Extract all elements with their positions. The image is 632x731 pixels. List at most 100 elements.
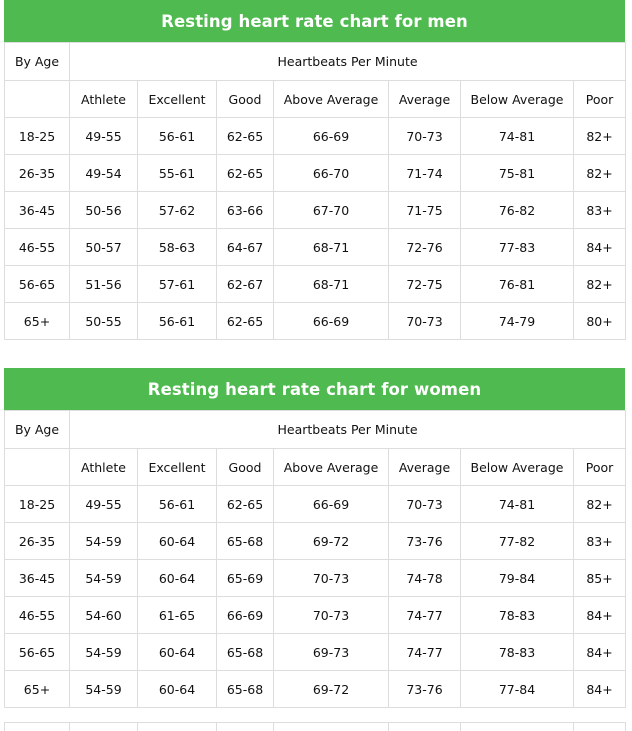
value-cell: 70-73 [389,303,461,340]
column-header: Excellent [138,449,217,486]
table-row: 46-55 50-57 58-63 64-67 68-71 72-76 77-8… [5,229,626,266]
value-cell: 73-76 [389,671,461,708]
value-cell: 62-65 [217,486,274,523]
value-cell: 65-68 [217,671,274,708]
column-header: Good [217,81,274,118]
value-cell: 77-84 [461,671,574,708]
table-row: 18-25 49-55 56-61 62-65 66-69 70-73 74-8… [5,118,626,155]
table-row: 36-45 54-59 60-64 65-69 70-73 74-78 79-8… [5,560,626,597]
value-cell: 70-73 [389,486,461,523]
value-cell: 54-59 [70,560,138,597]
value-cell: 65-68 [217,523,274,560]
value-cell: 78-83 [461,597,574,634]
next-table-edge [4,722,625,730]
value-cell: 61-65 [138,597,217,634]
value-cell: 60-64 [138,523,217,560]
value-cell: 85+ [574,560,626,597]
bpm-group-header: Heartbeats Per Minute [70,43,626,81]
value-cell: 50-56 [70,192,138,229]
value-cell: 71-74 [389,155,461,192]
value-cell: 70-73 [274,597,389,634]
column-header: Above Average [274,81,389,118]
column-header: Below Average [461,81,574,118]
value-cell: 54-59 [70,634,138,671]
column-header: Above Average [274,449,389,486]
age-cell: 46-55 [5,597,70,634]
table-row: 26-35 54-59 60-64 65-68 69-72 73-76 77-8… [5,523,626,560]
age-cell: 36-45 [5,560,70,597]
column-header: Average [389,81,461,118]
value-cell: 76-81 [461,266,574,303]
chart-title-men: Resting heart rate chart for men [4,0,625,42]
value-cell: 80+ [574,303,626,340]
value-cell: 69-72 [274,671,389,708]
value-cell: 56-61 [138,303,217,340]
value-cell: 62-65 [217,155,274,192]
value-cell: 70-73 [274,560,389,597]
value-cell: 79-84 [461,560,574,597]
value-cell: 84+ [574,671,626,708]
value-cell: 74-81 [461,118,574,155]
value-cell: 66-70 [274,155,389,192]
value-cell: 66-69 [274,486,389,523]
value-cell: 75-81 [461,155,574,192]
column-header: Poor [574,81,626,118]
table-row: 36-45 50-56 57-62 63-66 67-70 71-75 76-8… [5,192,626,229]
table-row: 65+ 50-55 56-61 62-65 66-69 70-73 74-79 … [5,303,626,340]
value-cell: 70-73 [389,118,461,155]
table-row: 18-25 49-55 56-61 62-65 66-69 70-73 74-8… [5,486,626,523]
value-cell: 60-64 [138,671,217,708]
value-cell: 77-82 [461,523,574,560]
value-cell: 84+ [574,229,626,266]
value-cell: 74-79 [461,303,574,340]
column-header: Athlete [70,81,138,118]
age-cell: 46-55 [5,229,70,266]
value-cell: 74-81 [461,486,574,523]
value-cell: 83+ [574,192,626,229]
value-cell: 57-62 [138,192,217,229]
value-cell: 67-70 [274,192,389,229]
table-row: 26-35 49-54 55-61 62-65 66-70 71-74 75-8… [5,155,626,192]
value-cell: 49-54 [70,155,138,192]
value-cell: 72-76 [389,229,461,266]
value-cell: 49-55 [70,486,138,523]
age-cell: 26-35 [5,523,70,560]
age-cell: 36-45 [5,192,70,229]
empty-header-cell [5,81,70,118]
age-cell: 56-65 [5,266,70,303]
value-cell: 62-67 [217,266,274,303]
age-cell: 18-25 [5,486,70,523]
value-cell: 71-75 [389,192,461,229]
value-cell: 66-69 [217,597,274,634]
value-cell: 84+ [574,634,626,671]
value-cell: 54-60 [70,597,138,634]
value-cell: 84+ [574,597,626,634]
column-header: Excellent [138,81,217,118]
value-cell: 78-83 [461,634,574,671]
age-cell: 65+ [5,671,70,708]
value-cell: 83+ [574,523,626,560]
value-cell: 65-69 [217,560,274,597]
age-header: By Age [5,411,70,449]
value-cell: 66-69 [274,303,389,340]
column-header: Poor [574,449,626,486]
table-row: 56-65 54-59 60-64 65-68 69-73 74-77 78-8… [5,634,626,671]
value-cell: 49-55 [70,118,138,155]
table-row: 65+ 54-59 60-64 65-68 69-72 73-76 77-84 … [5,671,626,708]
value-cell: 82+ [574,486,626,523]
women-heart-rate-chart: Resting heart rate chart for women By Ag… [4,368,625,708]
column-header: Athlete [70,449,138,486]
value-cell: 74-77 [389,597,461,634]
value-cell: 69-72 [274,523,389,560]
column-header: Average [389,449,461,486]
table-row: 56-65 51-56 57-61 62-67 68-71 72-75 76-8… [5,266,626,303]
value-cell: 51-56 [70,266,138,303]
value-cell: 57-61 [138,266,217,303]
value-cell: 64-67 [217,229,274,266]
value-cell: 74-78 [389,560,461,597]
value-cell: 56-61 [138,486,217,523]
value-cell: 68-71 [274,229,389,266]
value-cell: 72-75 [389,266,461,303]
chart-title-women: Resting heart rate chart for women [4,368,625,410]
men-heart-rate-table: By Age Heartbeats Per Minute Athlete Exc… [4,42,626,340]
